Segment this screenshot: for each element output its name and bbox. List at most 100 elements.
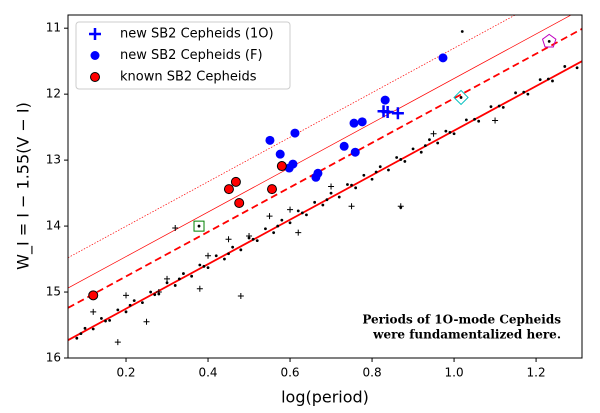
marker [202,264,206,268]
marker [143,318,150,325]
marker [272,231,276,235]
marker-center [547,39,551,43]
marker [563,65,567,68]
marker [337,195,341,199]
marker [265,135,275,145]
marker [374,170,378,174]
legend: new SB2 Cepheids (1O) new SB2 Cepheids (F… [75,21,291,90]
x-tick-label: 1.0 [445,366,464,380]
marker [114,339,121,346]
marker [280,218,284,222]
marker [90,308,97,315]
marker [296,209,300,213]
marker [522,90,526,94]
marker [290,128,300,138]
marker [492,117,499,124]
marker [196,285,203,292]
marker [89,28,101,40]
marker [321,203,325,207]
marker-center [459,96,463,99]
marker [172,225,179,232]
marker [403,160,407,163]
marker [477,119,481,123]
marker [83,326,87,330]
legend-box [75,21,291,90]
marker [255,239,259,242]
marker [541,33,557,48]
marker [141,301,144,304]
x-tick-label: 0.6 [280,366,299,380]
marker [230,176,241,187]
marker [276,224,280,228]
marker-center [197,224,201,228]
y-axis-label: W_I = I − 1.55(V − I) [14,102,34,270]
marker [448,131,452,134]
marker [153,293,157,297]
legend-label: new SB2 Cepheids (1O) [120,27,274,42]
marker [354,186,358,190]
marker [287,206,294,213]
marker [225,236,232,243]
y-tick-label: 12 [46,87,61,101]
marker [177,277,181,281]
marker [123,292,130,299]
marker [124,310,128,314]
fit-line [68,60,582,341]
axes-frame [67,14,583,359]
marker [325,198,329,202]
y-tick-label: 15 [46,285,61,299]
marker [104,319,107,323]
marker [538,78,542,82]
marker [350,183,353,187]
marker [128,303,132,307]
marker [346,183,349,186]
marker [348,203,355,210]
fit-line [68,28,582,309]
x-tick-label: 0.8 [363,366,382,380]
marker [239,248,243,252]
marker [223,184,234,195]
marker [234,197,245,208]
x-tick-label: 0.2 [116,366,135,380]
x-tick-label: 0.4 [198,366,217,380]
marker [329,191,333,195]
marker [501,105,505,109]
marker [300,211,304,215]
marker [328,183,335,190]
marker [155,289,162,296]
legend-label: known SB2 Cepheids [120,70,257,85]
y-tick-label: 16 [46,351,61,365]
marker [438,53,448,63]
marker [164,275,171,282]
fit-line [68,15,572,289]
marker [464,118,468,122]
marker [460,30,464,33]
marker [305,213,308,217]
marker [423,144,427,148]
marker [452,132,456,136]
marker [214,254,218,258]
marker [190,274,194,278]
marker [246,232,253,239]
marker [473,117,476,121]
marker [575,66,579,70]
marker [399,158,403,161]
marker [223,257,226,261]
annotation: were fundamentalized here. [372,328,561,342]
marker [362,173,366,177]
marker [380,95,390,105]
marker [391,107,404,120]
marker [339,141,349,151]
marker [132,299,136,303]
marker [90,51,100,60]
marker [295,229,302,236]
marker [430,130,437,137]
marker [237,292,244,299]
marker [395,156,399,159]
marker [108,319,112,322]
annotation: Periods of 1O-mode Cepheids [362,313,561,327]
marker [546,77,550,81]
marker [275,149,285,159]
marker [75,336,79,340]
y-tick-label: 11 [46,21,61,35]
